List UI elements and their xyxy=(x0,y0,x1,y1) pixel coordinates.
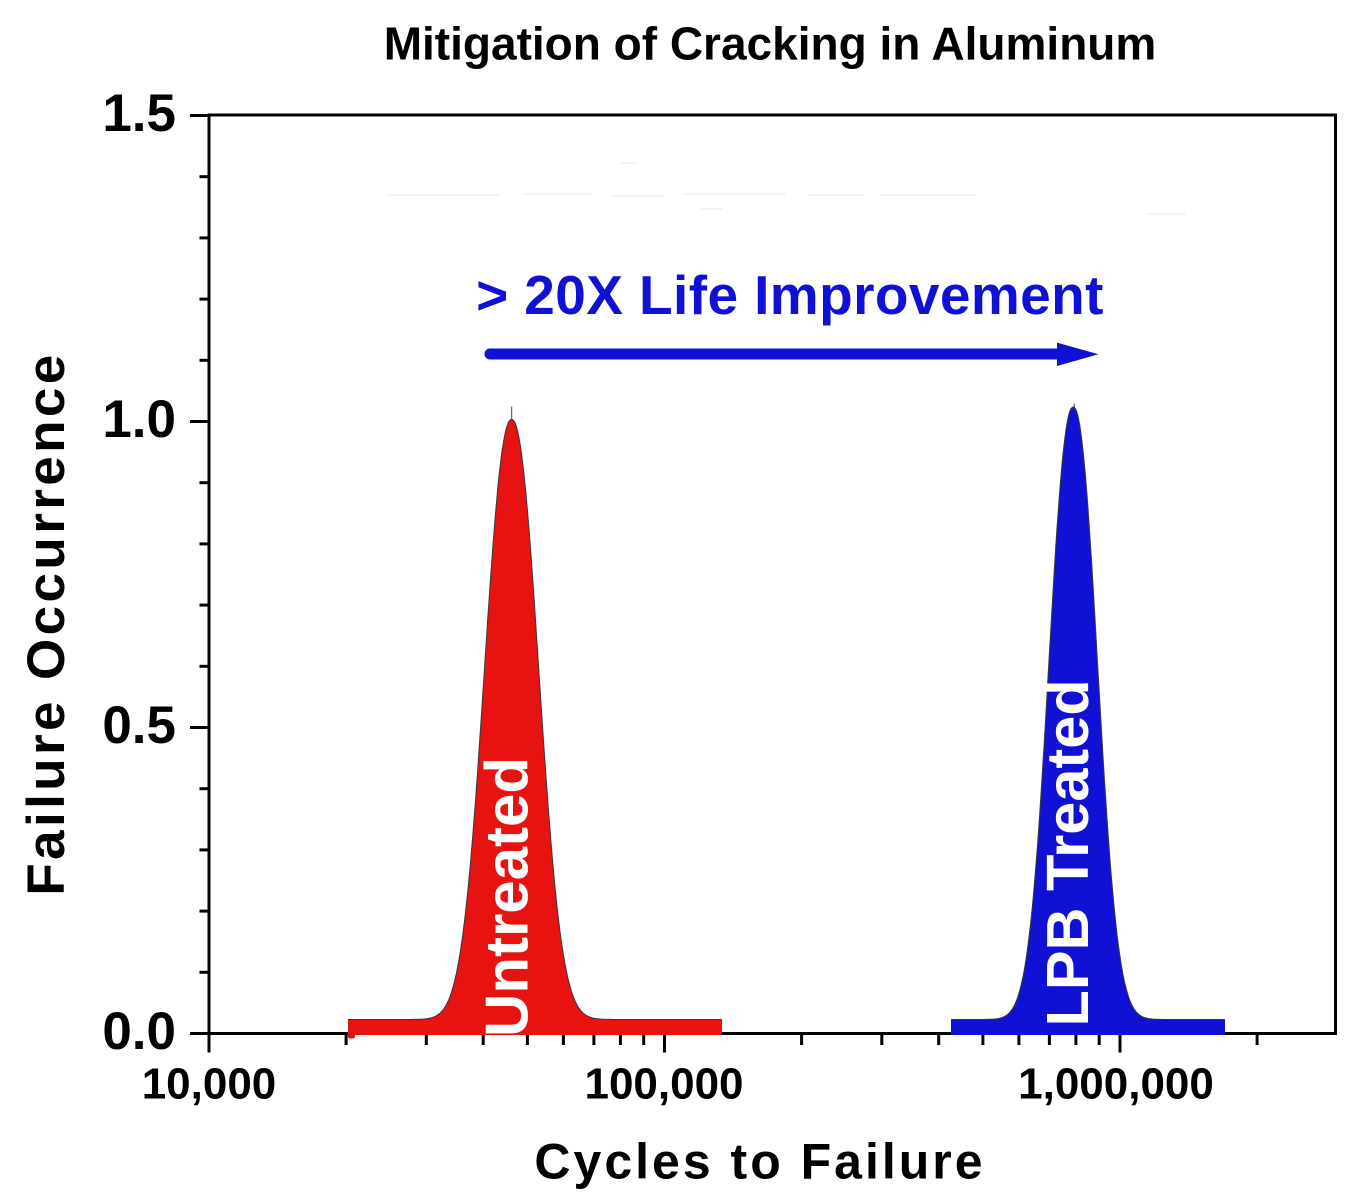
svg-text:> 20X Life Improvement: > 20X Life Improvement xyxy=(476,264,1104,326)
svg-text:Mitigation of Cracking in Alum: Mitigation of Cracking in Aluminum xyxy=(384,18,1157,70)
svg-text:1.5: 1.5 xyxy=(102,84,176,143)
svg-text:0.0: 0.0 xyxy=(102,1002,176,1061)
svg-text:Cycles to Failure: Cycles to Failure xyxy=(534,1134,985,1190)
svg-text:1.0: 1.0 xyxy=(102,390,176,449)
svg-text:LPB Treated: LPB Treated xyxy=(1034,679,1101,1026)
svg-text:10,000: 10,000 xyxy=(142,1060,277,1109)
svg-text:100,000: 100,000 xyxy=(584,1060,743,1109)
svg-text:1,000,000: 1,000,000 xyxy=(1018,1060,1214,1109)
svg-text:Untreated: Untreated xyxy=(474,757,541,1037)
svg-text:0.5: 0.5 xyxy=(102,696,176,755)
svg-text:Failure Occurrence: Failure Occurrence xyxy=(17,351,76,895)
